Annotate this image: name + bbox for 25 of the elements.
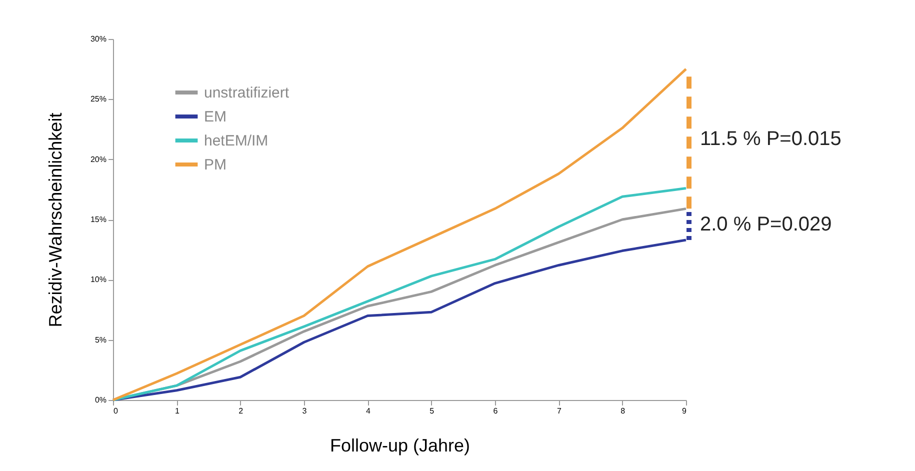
x-tick-label: 9 <box>682 406 688 416</box>
y-tick-label: 15% <box>90 215 106 224</box>
x-tick-label: 4 <box>366 406 371 416</box>
y-tick-label: 20% <box>90 154 106 164</box>
y-axis-title: Rezidiv-Wahrscheinlichkeit <box>45 112 66 328</box>
y-tick-label: 10% <box>90 275 106 284</box>
y-tick-label: 25% <box>90 94 106 104</box>
y-tick-label: 5% <box>94 335 106 344</box>
x-tick-label: 0 <box>114 406 118 416</box>
x-tick-label: 5 <box>430 406 435 416</box>
x-tick-label: 1 <box>174 406 180 416</box>
text: 2.0 % P=0.029 <box>700 213 832 236</box>
y-tick-label: 0% <box>94 396 106 404</box>
x-tick-label: 2 <box>238 406 244 416</box>
legend-label: PM <box>204 156 226 174</box>
x-tick-label: 6 <box>493 406 498 416</box>
legend-label: EM <box>204 108 226 126</box>
x-tick-label: 8 <box>620 406 626 416</box>
text: 11.5 % P=0.015 <box>700 128 842 150</box>
x-tick-label: 3 <box>302 406 308 416</box>
x-axis-title: Follow-up (Jahre) <box>330 436 470 456</box>
legend-label: unstratifiziert <box>204 84 290 102</box>
x-tick-label: 7 <box>556 406 562 416</box>
legend-label: hetEM/IM <box>204 132 268 150</box>
y-tick-label: 30% <box>90 34 106 44</box>
